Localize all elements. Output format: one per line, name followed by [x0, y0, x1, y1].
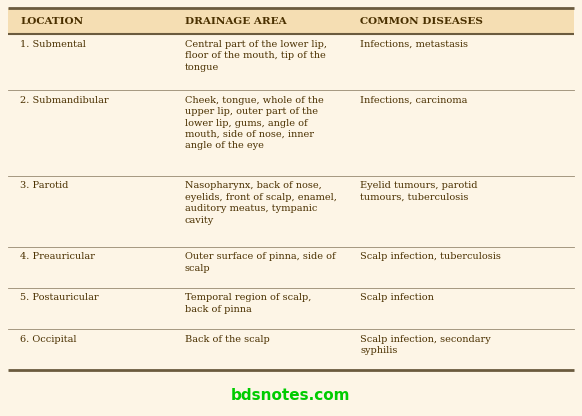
Text: Infections, metastasis: Infections, metastasis — [360, 40, 468, 49]
Bar — [8, 8, 574, 34]
Text: bdsnotes.com: bdsnotes.com — [231, 387, 351, 403]
Text: COMMON DISEASES: COMMON DISEASES — [360, 17, 483, 25]
Text: Cheek, tongue, whole of the
upper lip, outer part of the
lower lip, gums, angle : Cheek, tongue, whole of the upper lip, o… — [184, 96, 324, 151]
Text: Back of the scalp: Back of the scalp — [184, 334, 269, 344]
Text: 4. Preauricular: 4. Preauricular — [20, 253, 95, 261]
Text: Scalp infection: Scalp infection — [360, 293, 434, 302]
Text: 6. Occipital: 6. Occipital — [20, 334, 77, 344]
Text: Eyelid tumours, parotid
tumours, tuberculosis: Eyelid tumours, parotid tumours, tubercu… — [360, 181, 478, 202]
Text: Outer surface of pinna, side of
scalp: Outer surface of pinna, side of scalp — [184, 253, 335, 273]
Text: DRAINAGE AREA: DRAINAGE AREA — [184, 17, 286, 25]
Text: 2. Submandibular: 2. Submandibular — [20, 96, 109, 105]
Text: Nasopharynx, back of nose,
eyelids, front of scalp, enamel,
auditory meatus, tym: Nasopharynx, back of nose, eyelids, fron… — [184, 181, 336, 225]
Text: Scalp infection, tuberculosis: Scalp infection, tuberculosis — [360, 253, 501, 261]
Text: Central part of the lower lip,
floor of the mouth, tip of the
tongue: Central part of the lower lip, floor of … — [184, 40, 327, 72]
Text: 3. Parotid: 3. Parotid — [20, 181, 69, 191]
Text: Scalp infection, secondary
syphilis: Scalp infection, secondary syphilis — [360, 334, 491, 355]
Text: Temporal region of scalp,
back of pinna: Temporal region of scalp, back of pinna — [184, 293, 311, 314]
Text: LOCATION: LOCATION — [20, 17, 84, 25]
Text: 1. Submental: 1. Submental — [20, 40, 86, 49]
Text: 5. Postauricular: 5. Postauricular — [20, 293, 99, 302]
Text: Infections, carcinoma: Infections, carcinoma — [360, 96, 467, 105]
